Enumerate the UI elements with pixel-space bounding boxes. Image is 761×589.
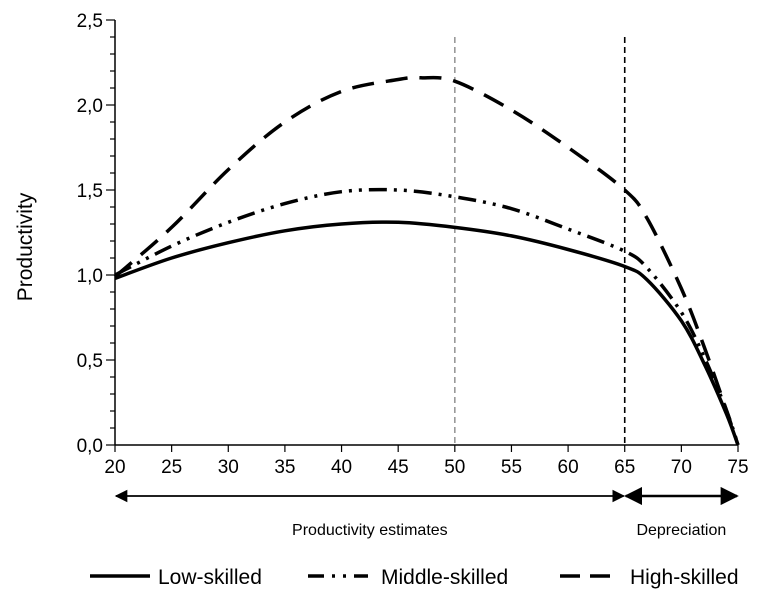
series-line-middle-skilled <box>114 187 740 446</box>
series-line-high-skilled <box>113 75 740 446</box>
y-tick-label: 2,0 <box>77 96 103 117</box>
legend: Low-skilled Middle-skilled High-skilled <box>90 566 739 589</box>
x-tick-label: 75 <box>727 457 748 478</box>
x-tick-label: 65 <box>614 457 635 478</box>
legend-label-middle-skilled: Middle-skilled <box>381 566 508 589</box>
series-line-low-skilled <box>114 220 740 446</box>
x-tick-label: 40 <box>331 457 352 478</box>
range-label: Productivity estimates <box>292 522 448 539</box>
reference-lines <box>454 37 626 445</box>
x-tick-label: 35 <box>274 457 295 478</box>
x-tick-label: 20 <box>104 457 125 478</box>
x-tick-label: 50 <box>444 457 465 478</box>
y-tick-label: 1,5 <box>77 181 103 202</box>
y-tick-label: 2,5 <box>77 11 103 32</box>
y-tick-label: 1,0 <box>77 266 103 287</box>
range-label: Depreciation <box>636 522 726 539</box>
x-tick-label: 30 <box>218 457 239 478</box>
x-tick-label: 60 <box>558 457 579 478</box>
x-tick-label: 25 <box>161 457 182 478</box>
x-tick-label: 70 <box>671 457 692 478</box>
axes: 0,0 0,5 1,0 1,5 2,0 2,5 20 25 30 35 40 45 50 55 60 65 70… <box>77 11 749 478</box>
y-tick-label: 0,0 <box>77 436 103 457</box>
x-tick-label: 45 <box>388 457 409 478</box>
legend-label-high-skilled: High-skilled <box>630 566 739 589</box>
y-axis-title: Productivity <box>14 192 37 301</box>
x-tick-label: 55 <box>501 457 522 478</box>
series-layer <box>113 75 740 446</box>
y-tick-label: 0,5 <box>77 351 103 372</box>
ranges-layer: Productivity estimates Depreciation <box>114 486 739 539</box>
legend-label-low-skilled: Low-skilled <box>158 566 262 589</box>
